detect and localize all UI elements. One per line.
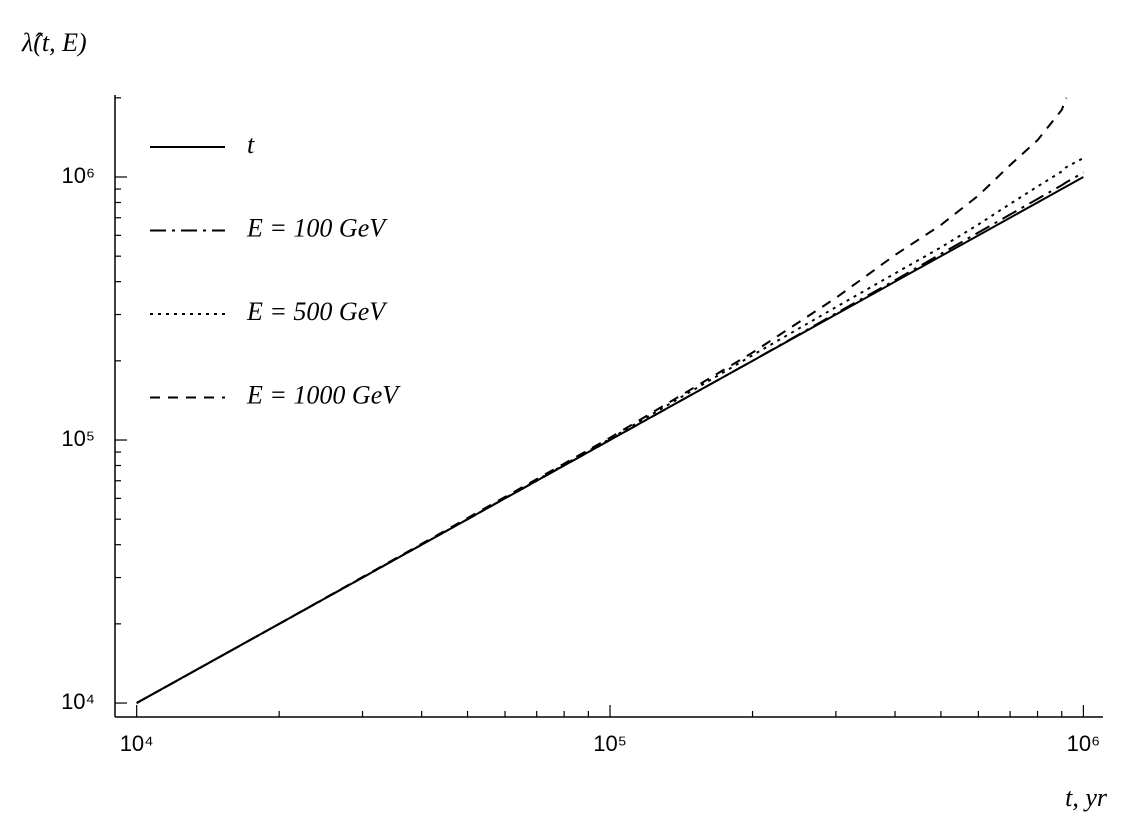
x-axis-title: t, yr bbox=[1065, 783, 1108, 812]
series-line bbox=[136, 157, 1084, 704]
legend-label: t bbox=[247, 130, 255, 159]
legend-label: E = 500 GeV bbox=[246, 297, 388, 326]
x-tick-label: 10⁶ bbox=[1067, 731, 1101, 756]
y-tick-label: 10⁶ bbox=[61, 163, 95, 188]
y-tick-label: 10⁴ bbox=[61, 689, 95, 714]
y-tick-label: 10⁵ bbox=[61, 426, 95, 451]
legend-label: E = 1000 GeV bbox=[246, 380, 401, 409]
y-axis-title: λ̂(t, E) bbox=[21, 28, 87, 57]
legend-label: E = 100 GeV bbox=[246, 213, 388, 242]
series-line bbox=[136, 97, 1068, 704]
x-tick-label: 10⁵ bbox=[593, 731, 627, 756]
x-tick-label: 10⁴ bbox=[120, 731, 154, 756]
series-line bbox=[136, 171, 1084, 704]
